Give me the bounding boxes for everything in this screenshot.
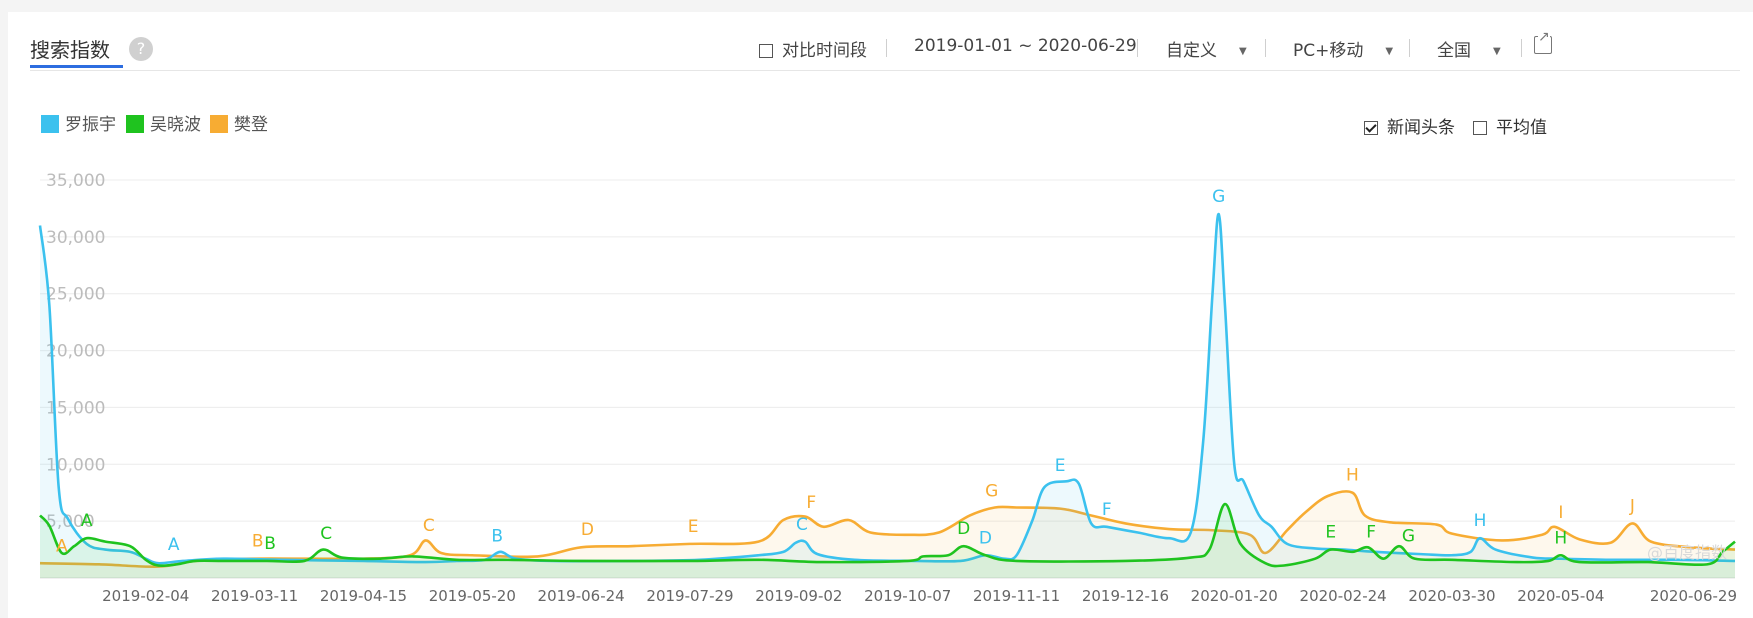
news-marker: G — [1402, 527, 1415, 547]
period-value: 自定义 — [1166, 41, 1217, 61]
x-tick-label: 2019-04-15 — [320, 587, 407, 605]
news-marker: G — [1212, 187, 1225, 207]
active-tab-underline — [30, 65, 123, 68]
average-label: 平均值 — [1496, 118, 1547, 138]
news-marker: H — [1346, 466, 1359, 486]
news-marker: B — [491, 526, 503, 546]
news-marker: B — [264, 534, 276, 554]
y-tick-label: 35,000 — [46, 171, 105, 191]
legend-swatch — [210, 115, 228, 133]
x-tick-label: 2019-10-07 — [864, 587, 951, 605]
news-marker: H — [1554, 528, 1567, 548]
page-title: 搜索指数 — [30, 38, 110, 62]
separator — [1521, 39, 1522, 57]
news-headline-toggle[interactable]: 新闻头条 — [1364, 113, 1455, 138]
legend-item-1[interactable]: 罗振宇 — [41, 110, 116, 135]
legend-item-3[interactable]: 樊登 — [210, 110, 268, 135]
news-marker: B — [252, 532, 264, 552]
watermark: @百度指数 — [1647, 543, 1727, 562]
x-tick-label: 2020-06-29 — [1650, 587, 1737, 605]
x-tick-label: 2019-07-29 — [646, 587, 733, 605]
x-tick-label: 2020-01-20 — [1191, 587, 1278, 605]
compare-label: 对比时间段 — [782, 41, 867, 61]
x-tick-label: 2020-02-24 — [1300, 587, 1387, 605]
news-marker: F — [1366, 523, 1376, 543]
news-marker: A — [168, 535, 180, 555]
average-checkbox[interactable] — [1473, 121, 1487, 135]
news-marker: E — [1325, 523, 1336, 543]
news-marker: F — [806, 493, 816, 513]
chevron-down-icon: ▼ — [1385, 46, 1394, 57]
x-tick-label: 2019-06-24 — [538, 587, 625, 605]
compare-period-toggle[interactable]: 对比时间段 — [759, 36, 867, 61]
separator — [886, 39, 887, 57]
y-tick-label: 30,000 — [46, 228, 105, 248]
legend-label: 罗振宇 — [65, 115, 116, 135]
header-divider — [30, 70, 1740, 71]
news-marker: A — [81, 511, 93, 531]
legend-item-2[interactable]: 吴晓波 — [126, 110, 201, 135]
chart-panel — [8, 12, 1753, 618]
chevron-down-icon: ▼ — [1493, 46, 1501, 57]
device-value: PC+移动 — [1293, 41, 1364, 61]
help-icon[interactable]: ? — [129, 37, 153, 61]
news-marker: D — [581, 520, 594, 540]
x-tick-label: 2019-05-20 — [429, 587, 516, 605]
x-tick-label: 2019-09-02 — [755, 587, 842, 605]
series-area-2 — [40, 504, 1735, 578]
period-select[interactable]: 自定义 ▼ — [1166, 36, 1247, 61]
y-tick-label: 20,000 — [46, 342, 105, 362]
x-tick-label: 2019-02-04 — [102, 587, 189, 605]
news-label: 新闻头条 — [1387, 118, 1455, 138]
chevron-down-icon: ▼ — [1239, 46, 1247, 57]
news-checkbox[interactable] — [1364, 121, 1378, 135]
news-marker: H — [1474, 511, 1487, 531]
news-marker: E — [688, 517, 699, 537]
export-icon[interactable] — [1534, 30, 1552, 54]
x-tick-label: 2019-11-11 — [973, 587, 1060, 605]
device-select[interactable]: PC+移动 ▼ — [1293, 36, 1393, 61]
news-marker: C — [423, 516, 435, 536]
news-marker: I — [1558, 503, 1563, 523]
news-marker: C — [320, 524, 332, 544]
news-marker: D — [957, 519, 970, 539]
legend-label: 吴晓波 — [150, 115, 201, 135]
news-marker: D — [979, 528, 992, 548]
x-tick-label: 2020-03-30 — [1408, 587, 1495, 605]
y-tick-label: 10,000 — [46, 455, 105, 475]
series-line-1 — [38, 212, 1736, 565]
separator — [1137, 39, 1138, 57]
news-marker: A — [56, 537, 68, 557]
region-value: 全国 — [1437, 41, 1471, 61]
date-range-picker[interactable]: 2019-01-01 ~ 2020-06-29 — [914, 36, 1137, 56]
series-line-2 — [39, 502, 1736, 568]
news-marker: J — [1629, 496, 1635, 516]
news-marker: G — [985, 481, 998, 501]
series-line-3 — [39, 490, 1736, 569]
news-marker: E — [1055, 456, 1066, 476]
separator — [1265, 39, 1266, 57]
y-tick-label: 15,000 — [46, 398, 105, 418]
separator — [1409, 39, 1410, 57]
news-marker: F — [1102, 500, 1112, 520]
y-tick-label: 25,000 — [46, 285, 105, 305]
legend-label: 樊登 — [234, 115, 268, 135]
x-tick-label: 2020-05-04 — [1517, 587, 1604, 605]
x-tick-label: 2019-12-16 — [1082, 587, 1169, 605]
news-marker: C — [796, 515, 808, 535]
legend-swatch — [126, 115, 144, 133]
legend-swatch — [41, 115, 59, 133]
x-tick-label: 2019-03-11 — [211, 587, 298, 605]
region-select[interactable]: 全国 ▼ — [1437, 36, 1501, 61]
compare-checkbox[interactable] — [759, 44, 773, 58]
average-toggle[interactable]: 平均值 — [1473, 113, 1547, 138]
